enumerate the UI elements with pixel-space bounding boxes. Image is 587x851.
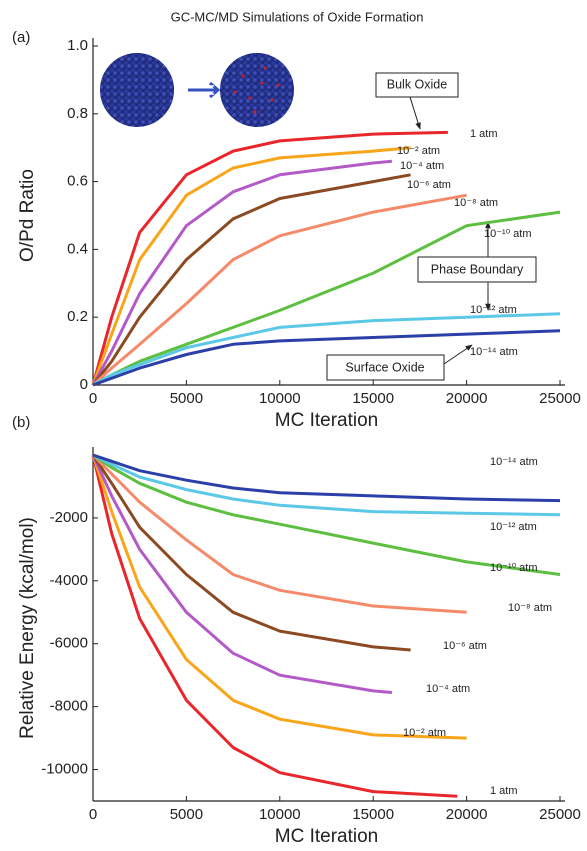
data-line	[91, 193, 467, 387]
data-line	[91, 453, 467, 614]
series-label: 1 atm	[470, 128, 498, 140]
series-label: 1 atm	[490, 785, 518, 797]
x-tick-label: 0	[89, 806, 97, 823]
y-tick-label: -2000	[50, 509, 88, 526]
annotations	[326, 72, 537, 381]
series-label: 10⁻¹⁰ atm	[490, 562, 538, 574]
x-tick-label: 25000	[539, 806, 581, 823]
y-tick-label: -10000	[41, 761, 88, 778]
x-axis-label: MC Iteration	[275, 826, 378, 847]
data-line	[92, 453, 561, 503]
y-tick-label: 0.6	[67, 173, 88, 190]
data-line	[91, 130, 448, 386]
panel-label: (b)	[12, 414, 30, 431]
y-tick-label: -6000	[50, 635, 88, 652]
series-label: 10⁻⁸ atm	[454, 197, 498, 209]
data-line	[92, 453, 561, 576]
x-tick-label: 25000	[539, 390, 581, 407]
x-tick-label: 10000	[259, 390, 301, 407]
series-label: 10⁻¹⁴ atm	[470, 346, 518, 358]
chart-title: GC-MC/MD Simulations of Oxide Formation	[171, 9, 424, 24]
x-axis-label: MC Iteration	[275, 410, 378, 431]
x-tick-label: 0	[89, 390, 97, 407]
x-tick-label: 10000	[259, 806, 301, 823]
y-axis-label: Relative Energy (kcal/mol)	[17, 517, 38, 739]
series-label: 10⁻² atm	[397, 145, 440, 157]
data-line	[92, 453, 561, 517]
series-label: 10⁻¹² atm	[470, 304, 517, 316]
y-tick-label: 1.0	[67, 37, 88, 54]
x-tick-label: 5000	[170, 806, 203, 823]
data-line	[91, 173, 411, 386]
x-tick-label: 20000	[446, 390, 488, 407]
y-axis-label: O/Pd Ratio	[17, 169, 38, 262]
data-line	[92, 329, 561, 387]
series-label: 10⁻¹⁰ atm	[484, 228, 532, 240]
x-tick-label: 5000	[170, 390, 203, 407]
series-label: 10⁻⁴ atm	[400, 160, 444, 172]
y-tick-label: 0.8	[67, 105, 88, 122]
x-tick-label: 15000	[352, 806, 394, 823]
series-label: 10⁻¹⁴ atm	[490, 456, 538, 468]
y-tick-label: 0	[80, 376, 88, 393]
data-line	[91, 146, 411, 386]
series-label: 10⁻⁶ atm	[443, 640, 487, 652]
inset	[100, 53, 294, 127]
series-label: 10⁻² atm	[403, 727, 446, 739]
y-tick-label: 0.2	[67, 308, 88, 325]
annotation: Bulk Oxide	[387, 77, 447, 91]
panel-label: (a)	[12, 29, 30, 46]
data-line	[91, 454, 411, 652]
data-line	[91, 454, 393, 694]
data-line	[91, 454, 458, 798]
data-line	[91, 159, 393, 386]
series-label: 10⁻⁴ atm	[426, 683, 470, 695]
series-label: 10⁻⁸ atm	[508, 602, 552, 614]
y-tick-label: -8000	[50, 698, 88, 715]
y-tick-label: -4000	[50, 572, 88, 589]
data-line	[91, 454, 467, 740]
series-label: 10⁻¹² atm	[490, 521, 537, 533]
x-tick-label: 20000	[446, 806, 488, 823]
data-line	[92, 312, 561, 387]
annotation: Surface Oxide	[345, 360, 424, 374]
y-tick-label: 0.4	[67, 240, 88, 257]
x-tick-label: 15000	[352, 390, 394, 407]
series-label: 10⁻⁶ atm	[407, 179, 451, 191]
annotation: Phase Boundary	[431, 262, 524, 276]
